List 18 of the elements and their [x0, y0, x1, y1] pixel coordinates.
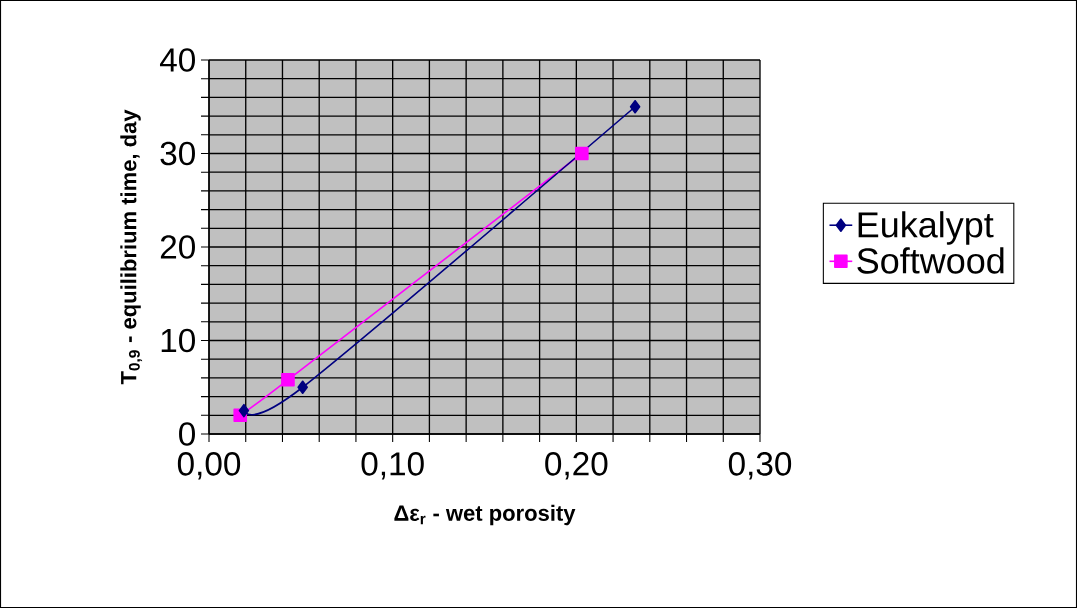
y-tick-label: 30 — [160, 141, 195, 166]
x-tick-label: 0,00 — [177, 452, 241, 480]
point — [238, 403, 250, 418]
y-tick-label: 20 — [160, 235, 195, 259]
point — [629, 99, 641, 114]
point — [575, 146, 589, 161]
x-tick-label: 0,30 — [728, 452, 792, 480]
x-tick-label: 0,20 — [545, 452, 608, 480]
y-tick-label: 0 — [179, 422, 195, 446]
point — [297, 380, 308, 395]
point — [281, 372, 295, 387]
legend-label: Eukalypt — [858, 211, 994, 245]
y-tick-label: 10 — [161, 328, 195, 353]
legend-label: Softwood — [857, 247, 1004, 274]
y-axis-title: T$_{0,9}$ - equilibrium time, day — [120, 109, 143, 385]
x-tick-label: 0,10 — [361, 452, 424, 480]
x-axis-title: Δε$_{r}$ - wet porosity — [394, 504, 576, 526]
y-tick-label: 40 — [159, 48, 195, 72]
